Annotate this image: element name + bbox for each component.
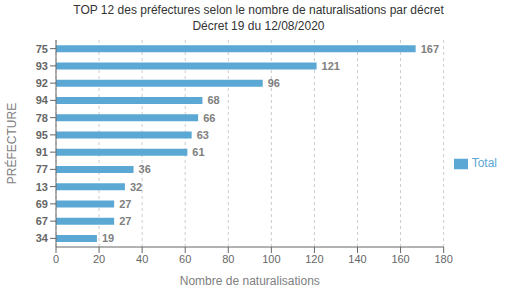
svg-text:140: 140	[348, 253, 366, 265]
svg-text:66: 66	[203, 112, 215, 124]
svg-text:95: 95	[36, 129, 48, 141]
svg-text:75: 75	[36, 43, 48, 55]
svg-text:120: 120	[305, 253, 323, 265]
svg-text:27: 27	[119, 198, 131, 210]
svg-text:78: 78	[36, 112, 48, 124]
svg-text:91: 91	[36, 146, 48, 158]
svg-text:PRÉFECTURE: PRÉFECTURE	[4, 103, 19, 184]
svg-text:60: 60	[179, 253, 191, 265]
svg-text:61: 61	[192, 146, 204, 158]
html-text:TOP 12 des préfectures selon l: TOP 12 des préfectures selon le nombre d…	[73, 3, 444, 17]
svg-text:92: 92	[36, 77, 48, 89]
svg-text:180: 180	[434, 253, 452, 265]
svg-text:94: 94	[36, 94, 49, 106]
svg-text:67: 67	[36, 215, 48, 227]
svg-text:32: 32	[130, 181, 142, 193]
svg-text:36: 36	[139, 163, 151, 175]
svg-text:100: 100	[262, 253, 280, 265]
svg-text:63: 63	[197, 129, 209, 141]
svg-text:27: 27	[119, 215, 131, 227]
svg-text:40: 40	[136, 253, 148, 265]
svg-text:93: 93	[36, 60, 48, 72]
html-text:Total: Total	[471, 156, 497, 171]
svg-text:77: 77	[36, 163, 48, 175]
svg-text:160: 160	[391, 253, 409, 265]
html-text:Décret 19 du 12/08/2020: Décret 19 du 12/08/2020	[192, 19, 325, 33]
svg-text:34: 34	[36, 232, 49, 244]
svg-text:19: 19	[102, 232, 114, 244]
svg-text:121: 121	[322, 60, 340, 72]
svg-text:69: 69	[36, 198, 48, 210]
svg-text:68: 68	[207, 94, 219, 106]
svg-text:20: 20	[93, 253, 105, 265]
svg-text:167: 167	[421, 43, 439, 55]
svg-text:96: 96	[268, 77, 280, 89]
svg-text:0: 0	[53, 253, 59, 265]
svg-text:13: 13	[36, 181, 48, 193]
svg-text:80: 80	[222, 253, 234, 265]
svg-text:Nombre de naturalisations: Nombre de naturalisations	[180, 274, 320, 288]
